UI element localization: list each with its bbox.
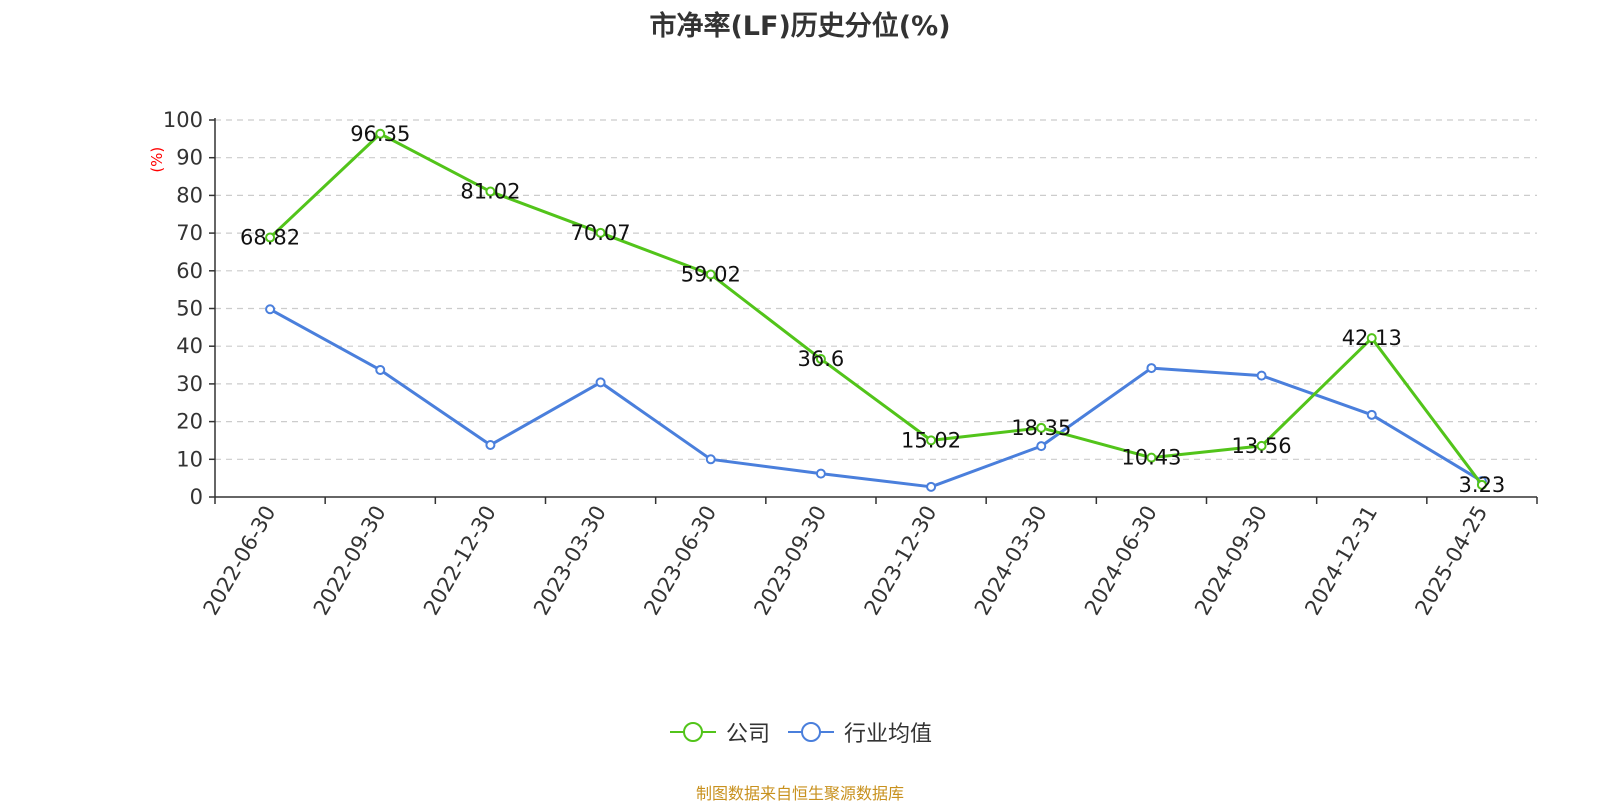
y-tick-label: 100 bbox=[163, 108, 203, 132]
data-point-company bbox=[1366, 333, 1377, 344]
legend: 公司 行业均值 bbox=[0, 716, 1600, 748]
source-note: 制图数据来自恒生聚源数据库 bbox=[695, 784, 904, 803]
x-tick-label: 2024-12-31 bbox=[1300, 502, 1382, 620]
data-point-industry-average bbox=[1036, 441, 1047, 452]
data-point-industry-average bbox=[375, 364, 386, 375]
data-point-industry-average bbox=[485, 439, 496, 450]
data-label-company: 81.02 bbox=[460, 180, 520, 204]
data-point-company bbox=[926, 435, 937, 446]
legend-item-company[interactable]: 公司 bbox=[668, 716, 770, 748]
data-point-company bbox=[1256, 440, 1267, 451]
x-tick-label: 2023-09-30 bbox=[749, 502, 831, 620]
series-lines bbox=[265, 128, 1487, 492]
data-point-company bbox=[815, 354, 826, 365]
x-tick-label: 2023-03-30 bbox=[529, 502, 611, 620]
data-label-company: 68.82 bbox=[240, 226, 300, 250]
y-tick-label: 30 bbox=[176, 372, 203, 396]
y-tick-label: 10 bbox=[176, 447, 203, 471]
x-tick-label: 2023-06-30 bbox=[639, 502, 721, 620]
data-point-industry-average bbox=[705, 454, 716, 465]
data-point-company bbox=[1476, 479, 1487, 490]
y-tick-label: 80 bbox=[176, 183, 203, 207]
data-point-company bbox=[595, 227, 606, 238]
x-tick-label: 2022-09-30 bbox=[309, 502, 391, 620]
data-point-industry-average bbox=[1256, 370, 1267, 381]
data-point-company bbox=[1146, 452, 1157, 463]
data-labels: 68.82 96.35 81.02 70.07 59.02 36.6 15.02 18.35 1… bbox=[240, 122, 1505, 497]
data-point-industry-average bbox=[595, 377, 606, 388]
data-label-company: 13.56 bbox=[1232, 434, 1292, 458]
data-point-industry-average bbox=[265, 304, 276, 315]
data-point-company bbox=[485, 186, 496, 197]
data-point-industry-average bbox=[815, 468, 826, 479]
data-point-company bbox=[375, 128, 386, 139]
series-line-industry-average bbox=[269, 307, 1483, 489]
x-tick-label: 2024-03-30 bbox=[970, 502, 1052, 620]
x-tick-label: 2025-04-25 bbox=[1410, 502, 1492, 620]
legend-label-company: 公司 bbox=[725, 722, 770, 747]
data-label-company: 70.07 bbox=[571, 221, 631, 245]
data-label-company: 18.35 bbox=[1011, 416, 1071, 440]
data-label-company: 36.6 bbox=[798, 347, 845, 371]
x-tick-label: 2024-09-30 bbox=[1190, 502, 1272, 620]
x-tick-label: 2024-06-30 bbox=[1080, 502, 1162, 620]
y-tick-label: 0 bbox=[190, 485, 203, 509]
data-point-company bbox=[705, 269, 716, 280]
data-label-company: 3.23 bbox=[1459, 473, 1506, 497]
grid-lines bbox=[215, 119, 1537, 460]
data-point-company bbox=[265, 232, 276, 243]
legend-item-industry-average[interactable]: 行业均值 bbox=[786, 716, 932, 748]
x-tick-label: 2022-06-30 bbox=[199, 502, 281, 620]
y-tick-label: 40 bbox=[176, 334, 203, 358]
data-point-industry-average bbox=[1366, 409, 1377, 420]
data-point-industry-average bbox=[926, 481, 937, 492]
y-tick-label: 60 bbox=[176, 259, 203, 283]
y-axis-unit-label: (%) bbox=[148, 147, 166, 173]
data-label-company: 15.02 bbox=[901, 428, 961, 452]
data-label-company: 10.43 bbox=[1121, 446, 1181, 470]
data-point-company bbox=[1036, 422, 1047, 433]
y-tick-label: 90 bbox=[176, 146, 203, 170]
data-label-company: 96.35 bbox=[350, 122, 410, 146]
data-label-company: 59.02 bbox=[681, 262, 741, 286]
series-line-company bbox=[269, 132, 1484, 486]
x-tick-label: 2022-12-30 bbox=[419, 502, 501, 620]
chart-title: 市净率(LF)历史分位(%) bbox=[649, 11, 951, 42]
legend-label-industry-average: 行业均值 bbox=[844, 722, 933, 747]
x-tick-label: 2023-12-30 bbox=[860, 502, 942, 620]
data-label-company: 42.13 bbox=[1342, 326, 1402, 350]
y-tick-label: 70 bbox=[176, 221, 203, 245]
data-point-industry-average bbox=[1146, 363, 1157, 374]
legend-marker-industry-icon bbox=[788, 722, 834, 742]
y-tick-label: 20 bbox=[176, 410, 203, 434]
legend-marker-company-icon bbox=[669, 722, 716, 742]
y-tick-label: 50 bbox=[176, 297, 203, 321]
